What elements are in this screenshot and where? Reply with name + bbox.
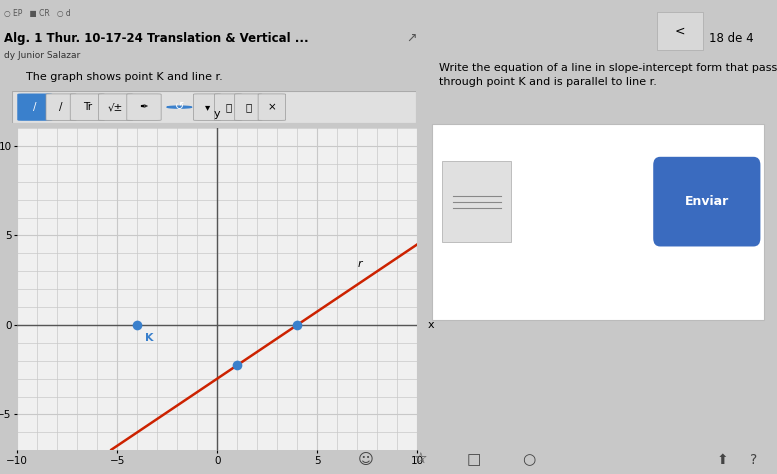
Text: Write the equation of a line in slope-intercept form that passes
through point K: Write the equation of a line in slope-in…: [439, 63, 777, 87]
Text: ☆: ☆: [413, 452, 427, 467]
Text: √±: √±: [108, 102, 124, 112]
Text: ☺: ☺: [357, 452, 373, 467]
Text: /: /: [59, 102, 63, 112]
FancyBboxPatch shape: [99, 94, 133, 120]
Text: The graph shows point K and line r.: The graph shows point K and line r.: [12, 72, 222, 82]
Text: Tr: Tr: [83, 102, 92, 112]
FancyBboxPatch shape: [258, 94, 286, 120]
FancyBboxPatch shape: [12, 91, 416, 123]
Text: y: y: [214, 109, 221, 119]
Text: ✒: ✒: [140, 102, 148, 112]
Text: ?: ?: [750, 453, 758, 467]
FancyBboxPatch shape: [442, 161, 511, 242]
Text: ⌣: ⌣: [225, 102, 232, 112]
FancyBboxPatch shape: [657, 12, 703, 50]
FancyBboxPatch shape: [653, 157, 761, 246]
FancyBboxPatch shape: [46, 94, 76, 120]
FancyBboxPatch shape: [70, 94, 105, 120]
Circle shape: [167, 106, 192, 108]
FancyBboxPatch shape: [18, 94, 52, 120]
Text: Alg. 1 Thur. 10-17-24 Translation & Vertical ...: Alg. 1 Thur. 10-17-24 Translation & Vert…: [4, 32, 308, 45]
Text: Enviar: Enviar: [685, 195, 729, 208]
Text: □: □: [467, 452, 481, 467]
Text: ○: ○: [521, 452, 535, 467]
FancyBboxPatch shape: [432, 124, 764, 320]
Text: ↗: ↗: [406, 32, 417, 45]
Text: x: x: [427, 320, 434, 330]
Text: 18 de 4: 18 de 4: [709, 32, 754, 45]
Text: /: /: [33, 102, 37, 112]
Text: dy Junior Salazar: dy Junior Salazar: [4, 51, 80, 60]
Text: ⬆: ⬆: [717, 453, 728, 467]
Text: ○ EP   ■ CR   ○ d: ○ EP ■ CR ○ d: [4, 9, 71, 18]
Text: K: K: [145, 333, 154, 343]
FancyBboxPatch shape: [193, 94, 221, 120]
Text: ↺: ↺: [175, 102, 184, 112]
Text: ×: ×: [267, 102, 277, 112]
Text: <: <: [674, 24, 685, 37]
FancyBboxPatch shape: [235, 94, 262, 120]
FancyBboxPatch shape: [214, 94, 242, 120]
Text: r: r: [357, 259, 362, 269]
Text: ▾: ▾: [204, 102, 210, 112]
FancyBboxPatch shape: [127, 94, 161, 120]
Text: ⌢: ⌢: [246, 102, 252, 112]
